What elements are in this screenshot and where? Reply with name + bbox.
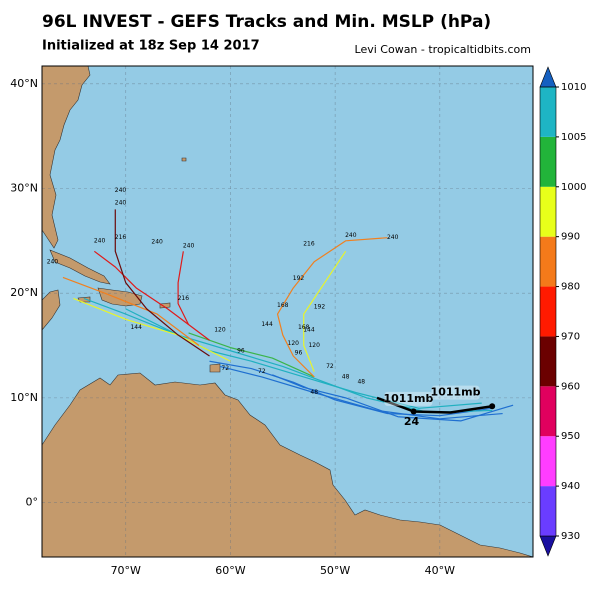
hour-label: 216 xyxy=(178,295,190,302)
colorbar-label: 950 xyxy=(561,431,580,442)
colorbar-segment xyxy=(540,336,556,387)
hour-label: 240 xyxy=(94,237,106,244)
x-tick-label: 70°W xyxy=(111,564,141,577)
mean-label: 1011mb xyxy=(383,392,433,405)
colorbar-segment xyxy=(540,87,556,137)
label-box xyxy=(384,391,433,406)
colorbar-label: 1000 xyxy=(561,182,586,193)
colorbar-segment xyxy=(540,236,556,287)
colorbar-segment xyxy=(540,386,556,437)
storm-track xyxy=(93,250,210,341)
hour-label: 216 xyxy=(303,240,315,247)
mean-track-point xyxy=(410,408,417,415)
hour-label: 144 xyxy=(303,326,315,333)
x-tick-label: 40°W xyxy=(425,564,455,577)
hour-label: 240 xyxy=(47,258,59,265)
hour-label: 48 xyxy=(310,389,318,396)
hour-label: 240 xyxy=(115,200,127,207)
map-frame xyxy=(41,65,534,558)
colorbar-label: 1010 xyxy=(561,82,586,93)
storm-track xyxy=(276,237,388,378)
storm-track xyxy=(83,297,493,414)
storm-track xyxy=(73,297,231,362)
hour-label: 144 xyxy=(130,324,142,331)
hour-label: 192 xyxy=(293,275,305,282)
title: 96L INVEST - GEFS Tracks and Min. MSLP (… xyxy=(42,12,491,32)
colorbar-segment xyxy=(540,136,556,187)
hour-label: 216 xyxy=(115,234,127,241)
mean-label: 1011mb xyxy=(431,386,481,399)
mean-label: 24 xyxy=(404,415,420,428)
colorbar-segment xyxy=(540,286,556,337)
hour-label: 72 xyxy=(258,368,266,375)
storm-track xyxy=(62,276,200,347)
colorbar-segment xyxy=(540,436,556,487)
hour-label: 72 xyxy=(326,363,334,370)
colorbar-label: 1005 xyxy=(561,132,586,143)
hour-label: 192 xyxy=(314,303,326,310)
storm-track xyxy=(272,374,514,422)
colorbar-segment xyxy=(540,186,556,237)
storm-track xyxy=(114,209,210,357)
colorbar-label: 960 xyxy=(561,381,580,392)
hour-label: 48 xyxy=(357,379,365,386)
hour-label: 144 xyxy=(261,321,273,328)
storm-track xyxy=(303,250,347,372)
x-tick-label: 50°W xyxy=(320,564,350,577)
hour-label: 240 xyxy=(183,243,195,250)
colorbar-segment xyxy=(540,486,556,536)
credit: Levi Cowan - tropicaltidbits.com xyxy=(355,43,531,56)
hour-label: 168 xyxy=(277,302,289,309)
colorbar-arrow xyxy=(539,535,557,557)
storm-track xyxy=(209,360,493,417)
subtitle: Initialized at 18z Sep 14 2017 xyxy=(42,39,260,54)
storm-track xyxy=(219,365,503,420)
colorbar-label: 970 xyxy=(561,331,580,342)
colorbar-label: 930 xyxy=(561,531,580,542)
hour-label: 120 xyxy=(214,326,226,333)
colorbar-label: 940 xyxy=(561,481,580,492)
hour-label: 168 xyxy=(298,324,310,331)
y-tick-label: 40°N xyxy=(10,77,38,90)
hour-label: 240 xyxy=(151,238,163,245)
colorbar-label: 990 xyxy=(561,232,580,243)
colorbar-label: 980 xyxy=(561,282,580,293)
storm-track xyxy=(177,251,190,325)
label-box xyxy=(431,385,480,400)
hour-label: 48 xyxy=(342,373,350,380)
colorbar-frame xyxy=(539,86,557,537)
colorbar-arrow xyxy=(539,66,557,88)
hour-label: 120 xyxy=(308,342,320,349)
hour-label: 240 xyxy=(115,187,127,194)
mean-track-point xyxy=(489,403,496,410)
land xyxy=(42,66,533,557)
y-tick-label: 30°N xyxy=(10,181,38,194)
hour-label: 240 xyxy=(387,234,399,241)
hour-label: 240 xyxy=(345,232,357,239)
hour-label: 72 xyxy=(221,365,229,372)
x-tick-label: 60°W xyxy=(215,564,245,577)
hour-label: 96 xyxy=(295,349,303,356)
y-tick-label: 20°N xyxy=(10,286,38,299)
hour-label: 120 xyxy=(288,340,300,347)
y-tick-label: 10°N xyxy=(10,391,38,404)
y-tick-label: 0° xyxy=(26,496,39,509)
hour-label: 96 xyxy=(237,347,245,354)
mean-track xyxy=(376,396,493,414)
